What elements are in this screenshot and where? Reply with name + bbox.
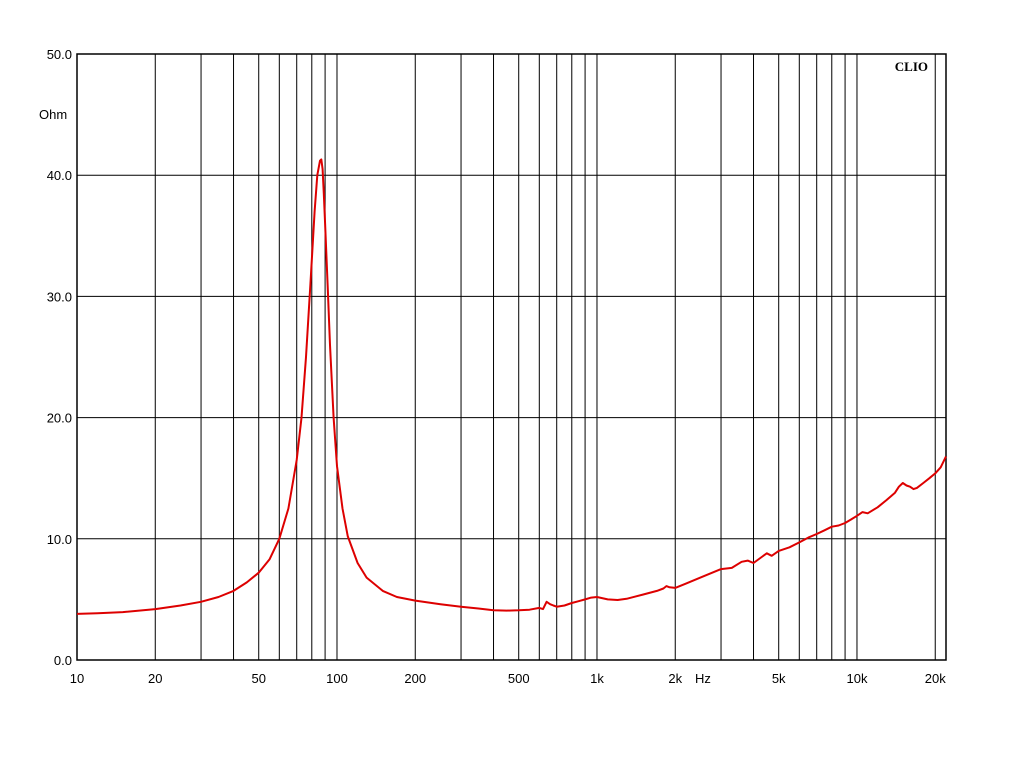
y-tick-label: 50.0 xyxy=(47,47,72,62)
x-tick-label: 100 xyxy=(326,671,348,686)
x-tick-label: 50 xyxy=(251,671,265,686)
y-tick-label: 0.0 xyxy=(54,653,72,668)
x-tick-label: 20 xyxy=(148,671,162,686)
x-tick-label: 5k xyxy=(772,671,786,686)
x-axis-label: Hz xyxy=(695,671,711,686)
plot-area-border xyxy=(76,53,947,661)
y-tick-label: 40.0 xyxy=(47,168,72,183)
impedance-curve xyxy=(76,158,947,615)
y-axis-label: Ohm xyxy=(39,107,67,122)
x-tick-label: 10k xyxy=(846,671,867,686)
x-tick-label: 1k xyxy=(590,671,604,686)
x-tick-label: 500 xyxy=(508,671,530,686)
y-tick-label: 30.0 xyxy=(47,289,72,304)
tick-labels: 10 20 50 100 200 500 1k 2k 5k 10k 20k 0.0 10.0 20.0 30… xyxy=(47,47,947,686)
y-tick-label: 10.0 xyxy=(47,532,72,547)
impedance-curve-group xyxy=(76,158,947,615)
x-tick-label: 10 xyxy=(70,671,84,686)
grid-lines xyxy=(77,54,946,660)
brand-label: CLIO xyxy=(895,59,928,74)
x-tick-label: 200 xyxy=(404,671,426,686)
x-tick-label: 20k xyxy=(925,671,946,686)
x-tick-label: 2k xyxy=(668,671,682,686)
y-tick-label: 20.0 xyxy=(47,411,72,426)
